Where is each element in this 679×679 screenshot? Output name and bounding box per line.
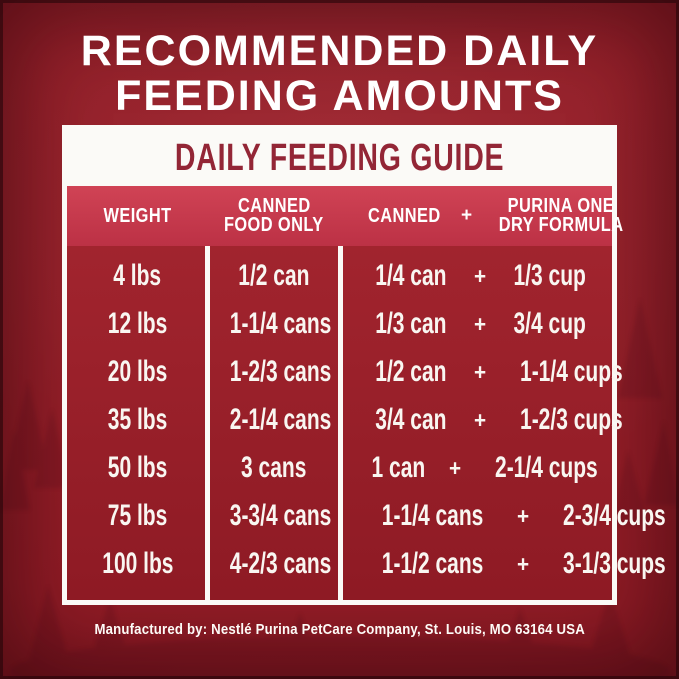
header-combo: CANNED + PURINA ONE DRY FORMULA xyxy=(340,196,623,235)
combo-cell: 1-1/2 cans +3-1/3 cups xyxy=(340,547,666,581)
feeding-guide-box: DAILY FEEDING GUIDE WEIGHT CANNED FOOD O… xyxy=(62,125,666,605)
table-header-row: WEIGHT CANNED FOOD ONLY CANNED + PURINA … xyxy=(67,186,623,246)
guide-title: DAILY FEEDING GUIDE xyxy=(174,136,505,179)
page-title: RECOMMENDED DAILY FEEDING AMOUNTS xyxy=(0,29,679,119)
table-row: 50 lbs 3 cans 1 can +2-1/4 cups xyxy=(67,444,612,492)
header-canned-label: CANNED xyxy=(367,204,441,227)
header-plus-sign: + xyxy=(461,205,473,226)
weight-cell: 50 lbs xyxy=(67,451,208,485)
header-canned-only-line1: CANNED xyxy=(237,195,311,217)
manufacturer-note: Manufactured by: Nestlé Purina PetCare C… xyxy=(0,621,679,638)
page-title-line2: FEEDING AMOUNTS xyxy=(115,72,564,120)
canned-only-cell: 2-1/4 cans xyxy=(208,403,340,437)
dry-value: 2-3/4 cups xyxy=(563,499,666,532)
canned-only-value: 3 cans xyxy=(241,451,307,484)
table-row: 75 lbs 3-3/4 cans 1-1/4 cans +2-3/4 cups xyxy=(67,492,666,540)
weight-cell: 75 lbs xyxy=(67,499,208,533)
header-canned-only-line2: FOOD ONLY xyxy=(224,214,324,236)
column-divider-1 xyxy=(205,246,210,600)
weight-cell: 35 lbs xyxy=(67,403,208,437)
dry-value: 3-1/3 cups xyxy=(563,547,666,580)
feeding-table-body: 4 lbs 1/2 can 1/4 can +1/3 cup 12 lbs 1-1/4 c… xyxy=(67,246,666,600)
canned-value: 1-1/4 cans xyxy=(381,499,484,532)
canned-value: 1/4 can xyxy=(375,259,447,292)
combo-cell: 1/4 can +1/3 cup xyxy=(340,259,612,293)
combo-cell: 1/3 can +3/4 cup xyxy=(340,307,612,341)
table-row: 100 lbs 4-2/3 cans 1-1/2 cans +3-1/3 cups xyxy=(67,540,666,588)
dry-value: 1-2/3 cups xyxy=(519,403,623,436)
weight-cell: 20 lbs xyxy=(67,355,208,389)
canned-value: 1 can xyxy=(371,451,426,484)
weight-cell: 12 lbs xyxy=(67,307,208,341)
canned-value: 1/2 can xyxy=(375,355,447,388)
plus-sign: + xyxy=(473,310,486,337)
combo-cell: 3/4 can +1-2/3 cups xyxy=(340,403,622,437)
canned-only-value: 1-2/3 cans xyxy=(229,355,332,388)
header-dry-line1: PURINA ONE xyxy=(507,195,614,217)
weight-value: 75 lbs xyxy=(107,499,168,532)
canned-only-cell: 1-2/3 cans xyxy=(208,355,340,389)
table-row: 12 lbs 1-1/4 cans 1/3 can +3/4 cup xyxy=(67,300,612,348)
weight-value: 100 lbs xyxy=(101,547,174,580)
weight-value: 50 lbs xyxy=(107,451,168,484)
canned-only-cell: 1-1/4 cans xyxy=(208,307,340,341)
canned-only-cell: 3 cans xyxy=(208,451,340,485)
page-title-line1: RECOMMENDED DAILY xyxy=(80,27,599,75)
canned-value: 3/4 can xyxy=(375,403,447,436)
plus-sign: + xyxy=(517,502,530,529)
dry-value: 1-1/4 cups xyxy=(519,355,623,388)
dry-value: 2-1/4 cups xyxy=(494,451,598,484)
canned-only-value: 1/2 can xyxy=(238,259,310,292)
weight-value: 20 lbs xyxy=(107,355,168,388)
combo-cell: 1 can +2-1/4 cups xyxy=(340,451,612,485)
guide-title-band: DAILY FEEDING GUIDE xyxy=(67,130,612,186)
canned-only-value: 2-1/4 cans xyxy=(229,403,332,436)
header-dry-line2: DRY FORMULA xyxy=(498,214,624,236)
header-canned-only: CANNED FOOD ONLY xyxy=(208,195,340,236)
column-divider-2 xyxy=(338,246,343,600)
plus-sign: + xyxy=(448,454,461,481)
plus-sign: + xyxy=(473,406,486,433)
canned-value: 1/3 can xyxy=(375,307,447,340)
header-weight-label: WEIGHT xyxy=(103,204,172,227)
combo-cell: 1-1/4 cans +2-3/4 cups xyxy=(340,499,666,533)
combo-cell: 1/2 can +1-1/4 cups xyxy=(340,355,622,389)
canned-only-value: 1-1/4 cans xyxy=(229,307,332,340)
header-weight: WEIGHT xyxy=(67,204,208,227)
weight-value: 12 lbs xyxy=(107,307,168,340)
canned-only-cell: 3-3/4 cans xyxy=(208,499,340,533)
canned-only-value: 4-2/3 cans xyxy=(229,547,332,580)
canned-value: 1-1/2 cans xyxy=(381,547,484,580)
plus-sign: + xyxy=(473,262,486,289)
canned-only-cell: 4-2/3 cans xyxy=(208,547,340,581)
table-row: 20 lbs 1-2/3 cans 1/2 can +1-1/4 cups xyxy=(67,348,623,396)
plus-sign: + xyxy=(517,550,530,577)
weight-value: 4 lbs xyxy=(113,259,162,292)
table-row: 4 lbs 1/2 can 1/4 can +1/3 cup xyxy=(67,252,612,300)
weight-cell: 100 lbs xyxy=(67,547,208,581)
canned-only-value: 3-3/4 cans xyxy=(229,499,332,532)
canned-only-cell: 1/2 can xyxy=(208,259,340,293)
dry-value: 1/3 cup xyxy=(513,259,586,292)
plus-sign: + xyxy=(473,358,486,385)
dry-value: 3/4 cup xyxy=(513,307,586,340)
header-dry-label: PURINA ONE DRY FORMULA xyxy=(485,195,637,236)
weight-value: 35 lbs xyxy=(107,403,168,436)
weight-cell: 4 lbs xyxy=(67,259,208,293)
manufacturer-text: Manufactured by: Nestlé Purina PetCare C… xyxy=(94,621,585,638)
table-row: 35 lbs 2-1/4 cans 3/4 can +1-2/3 cups xyxy=(67,396,623,444)
